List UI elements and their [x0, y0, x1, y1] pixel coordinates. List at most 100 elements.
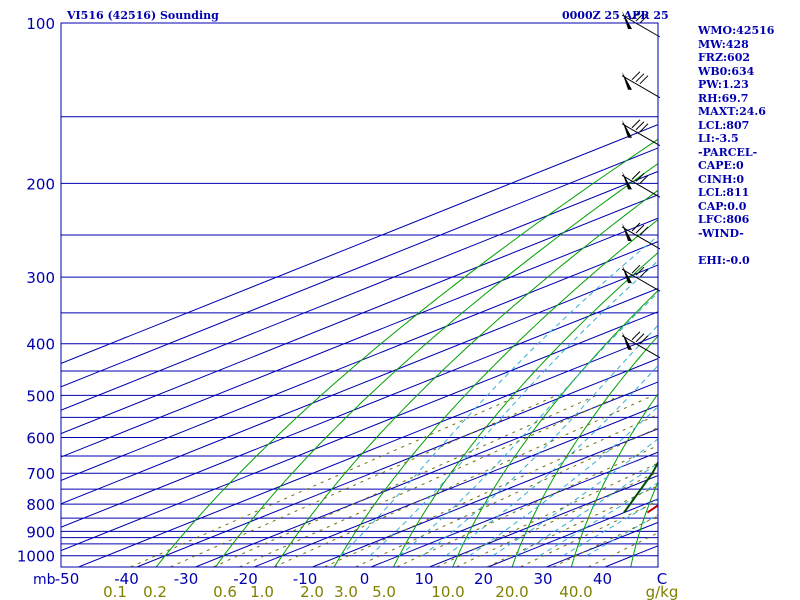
sounding-index-line: WMO:42516 [698, 24, 775, 37]
pressure-tick-label: 1000 [17, 548, 55, 566]
mixing-ratio-line [239, 394, 622, 567]
pressure-tick-label: 100 [26, 15, 55, 33]
isotherm-line [61, 147, 658, 388]
wind-barb-feather [631, 171, 641, 180]
wind-barb-feather [639, 268, 649, 278]
moist-adiabat-line [539, 482, 658, 557]
wind-barb-feather [631, 71, 641, 81]
sounding-traces [623, 460, 658, 514]
isotherm-line [429, 475, 658, 567]
isotherm-line [253, 404, 658, 567]
mixing-ratio-line [130, 394, 520, 567]
parcel-trace [623, 460, 658, 514]
moist-adiabat-line [586, 514, 658, 557]
isotherm-line [61, 264, 658, 505]
dry-adiabat-line [274, 189, 658, 567]
mixing-ratio-line [486, 485, 658, 567]
mixing-ratio-label: 10.0 [431, 583, 464, 600]
pressure-tick-label: 900 [26, 523, 55, 541]
isotherm-line [78, 334, 658, 567]
wind-barb-feather [639, 175, 649, 184]
sounding-index-line: WB0:634 [698, 64, 755, 78]
pressure-unit-label: mb [33, 572, 56, 588]
wind-barb-feather [635, 121, 645, 131]
wind-barb-feather [631, 119, 641, 129]
pressure-tick-label: 600 [26, 430, 55, 448]
dry-adiabat-line [215, 163, 658, 567]
pressure-tick-label: 300 [26, 269, 55, 287]
wind-barb-feather [631, 10, 641, 20]
pressure-tick-label: 700 [26, 465, 55, 483]
sounding-index-line: LFC:806 [698, 213, 750, 226]
sounding-index-line: LI:-3.5 [698, 132, 739, 145]
sounding-index-line: FRZ:602 [698, 51, 751, 64]
moist-adiabat-line [369, 260, 658, 557]
sounding-index-line: -WIND- [698, 226, 744, 240]
mixing-ratio-line [456, 471, 658, 567]
temperature-tick-label: -30 [174, 570, 199, 588]
wind-barb-feather [635, 173, 645, 182]
chart-grid [61, 23, 658, 567]
pressure-tick-label: 200 [26, 175, 55, 193]
wind-barb-staff [621, 226, 661, 250]
temperature-tick-label: -40 [114, 570, 139, 588]
moist-adiabat-line [398, 291, 658, 557]
isotherm-line [61, 194, 658, 435]
moist-adiabat-line [562, 498, 658, 557]
wind-barb-flag [622, 222, 632, 241]
pressure-tick-label: 500 [26, 387, 55, 405]
wind-barb-staff [621, 268, 661, 292]
mixing-ratio-line [273, 394, 654, 567]
wind-barb-flag [622, 265, 632, 284]
pressure-tick-label: 400 [26, 336, 55, 354]
isotherm-line [136, 358, 658, 567]
wind-barb-feather [635, 224, 645, 234]
mixing-ratio-label: 0.2 [143, 583, 167, 600]
wind-barb-staff [621, 14, 661, 38]
isotherm-line [61, 287, 658, 528]
mixing-ratio-line [520, 500, 658, 567]
wind-barb-staff [621, 174, 661, 198]
isotherm-line [61, 170, 658, 411]
mixing-ratio-label: g/kg [646, 583, 679, 600]
sounding-index-line: -PARCEL- [698, 145, 758, 159]
isotherm-line [61, 311, 658, 552]
temperature-tick-label: 10 [414, 570, 433, 588]
mixing-ratio-label: 5.0 [372, 583, 396, 600]
wind-barb-staff [621, 75, 661, 99]
moist-adiabat-line [492, 438, 658, 557]
sounding-index-line: RH:69.7 [698, 91, 749, 105]
mixing-ratio-label: 0.1 [103, 583, 127, 600]
sounding-index-line: LCL:807 [698, 118, 750, 132]
pressure-tick-label: 800 [26, 496, 55, 514]
mixing-ratio-label: 0.6 [213, 583, 237, 600]
sounding-index-line: MAXT:24.6 [698, 105, 766, 118]
wind-barb-feather [639, 14, 649, 24]
sounding-index-line: CAP:0.0 [698, 199, 747, 213]
sounding-index-line: CAPE:0 [698, 159, 744, 172]
moist-adiabat-line [469, 405, 658, 557]
temperature-tick-label: -10 [293, 570, 318, 588]
temperature-tick-label: 20 [474, 570, 493, 588]
wind-barb-flag [622, 171, 632, 190]
sounding-index-line: CINH:0 [698, 172, 745, 186]
temperature-tick-label: 30 [533, 570, 552, 588]
chart-datetime: 0000Z 25 APR 25 [562, 9, 669, 22]
wind-barb-feather [635, 73, 645, 83]
wind-barb-feather [639, 123, 649, 133]
wind-barb-feather [635, 266, 645, 276]
temperature-tick-label: C [657, 570, 667, 588]
wind-barb-feather [635, 12, 645, 22]
wind-barb-feather [631, 264, 641, 274]
mixing-ratio-line [552, 515, 658, 567]
sounding-index-line [698, 240, 774, 254]
wind-barb-flag [622, 119, 632, 138]
sounding-indices-panel: WMO:42516 MW:428 FRZ:602 WB0:634 PW:1.23 RH:6… [698, 24, 774, 267]
wind-barb-feather [631, 222, 641, 232]
wind-barbs [621, 10, 661, 359]
dry-adiabat-line [392, 251, 658, 567]
dry-adiabat-line [155, 138, 658, 567]
